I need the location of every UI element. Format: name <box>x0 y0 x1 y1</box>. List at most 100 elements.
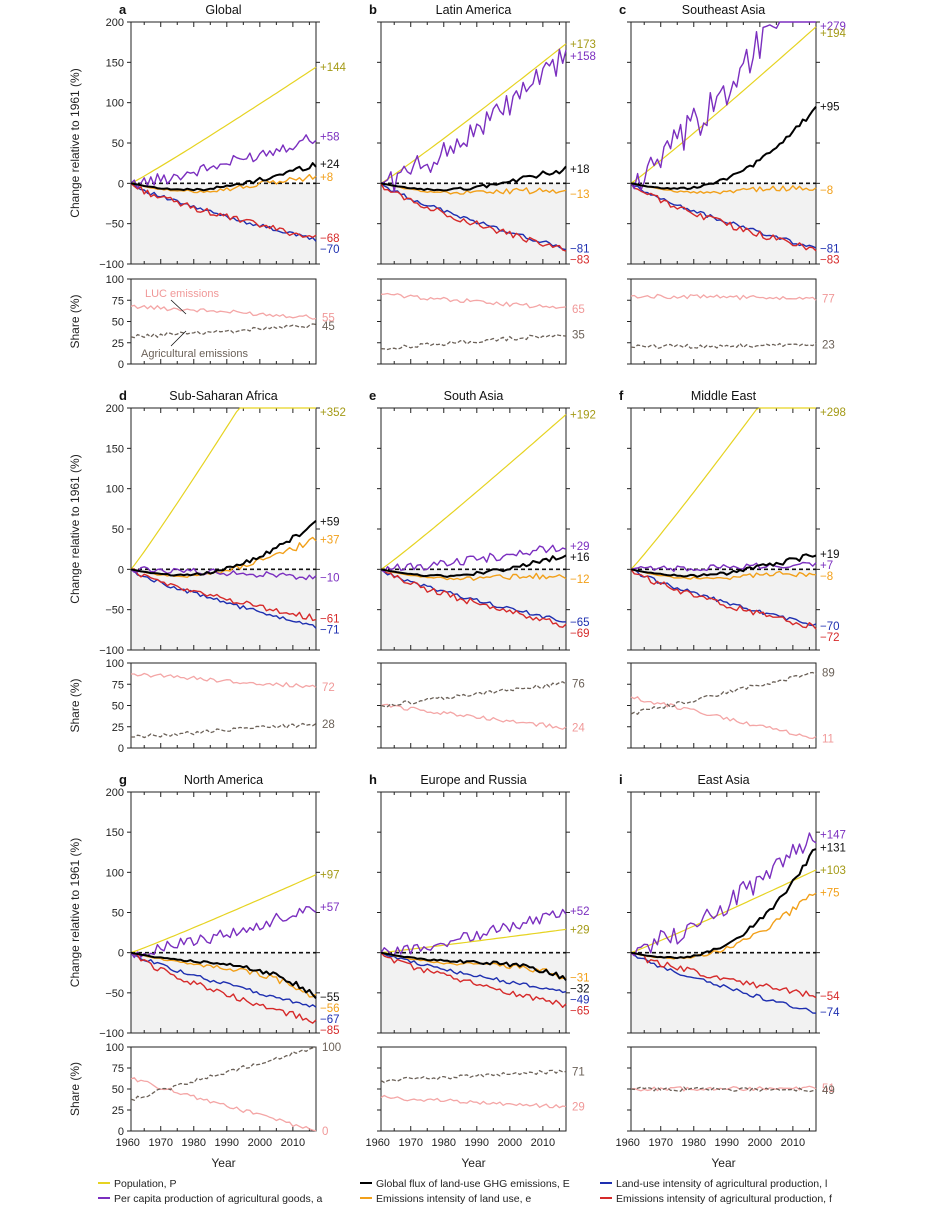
end-label-a-d: −10 <box>320 572 340 584</box>
end-label-l-d: −71 <box>320 625 340 637</box>
panel-letter-d: d <box>119 388 127 403</box>
end-label-E-i: +131 <box>820 842 846 854</box>
end-label-E-c: +95 <box>820 102 840 114</box>
share-ag-i <box>630 1086 817 1093</box>
legend: Population, P Per capita production of ag… <box>98 1178 832 1205</box>
panel-d: d Sub-Saharan Africa200150100500−50−100+3… <box>68 388 346 755</box>
share-end-ag-c: 23 <box>822 339 835 351</box>
legend-label-population: Population, P <box>114 1178 176 1190</box>
share-end-luc-h: 29 <box>572 1102 585 1114</box>
series-f-g <box>130 952 317 1024</box>
series-l-e <box>380 568 567 623</box>
end-label-e-i: +75 <box>820 887 840 899</box>
xtick-label-h: 2000 <box>498 1137 522 1149</box>
legend-label-emissions-intensity-land: Emissions intensity of land use, e <box>376 1193 531 1205</box>
end-label-e-d: +37 <box>320 534 340 546</box>
xtick-label-h: 1990 <box>465 1137 489 1149</box>
ytick-label-a: 50 <box>112 138 124 150</box>
annotation-ag-pointer <box>170 330 187 347</box>
series-E-a <box>130 162 317 192</box>
share-plot-area-e <box>380 662 567 749</box>
share-ytick-label-a: 50 <box>112 317 124 329</box>
series-a-e <box>380 544 567 573</box>
panel-letter-b: b <box>369 2 377 17</box>
series-f-i <box>630 952 817 999</box>
panel-g: g North America 200 150 100 50 0 −50 −100 +97 +57 −… <box>68 772 341 1170</box>
xtick-label-i: 1990 <box>715 1137 739 1149</box>
end-label-e-g: −56 <box>320 1003 340 1015</box>
share-end-ag-d: 28 <box>322 719 335 731</box>
end-label-a-c: +279 <box>820 21 846 33</box>
end-label-l-h: −49 <box>570 995 590 1007</box>
panel-title-b: Latin America <box>436 3 512 17</box>
xtick-label-h: 2010 <box>531 1137 555 1149</box>
ytick-label-g: 0 <box>118 948 124 960</box>
end-label-a-i: +147 <box>820 830 846 842</box>
series-f-d <box>130 568 317 622</box>
share-end-ag-e: 76 <box>572 678 585 690</box>
series-a-b <box>380 48 567 193</box>
series-a-d <box>130 566 317 581</box>
share-ag-g <box>130 1046 317 1101</box>
end-label-E-g: −55 <box>320 992 340 1004</box>
end-label-l-b: −81 <box>570 244 590 256</box>
xlabel-g: Year <box>211 1156 235 1170</box>
panel-title-h: Europe and Russia <box>420 773 526 787</box>
share-ag-h <box>380 1069 567 1084</box>
ylabel-share-d: Share (%) <box>68 678 82 732</box>
panel-f: f Middle East +298 +19+7−8 −70−72 11 89 <box>619 388 846 749</box>
series-a-f <box>630 561 817 572</box>
share-end-ag-h: 71 <box>572 1066 585 1078</box>
end-label-a-g: +57 <box>320 902 340 914</box>
share-plot-area-h <box>380 1046 567 1132</box>
ytick-label-d: 50 <box>112 524 124 536</box>
panel-title-e: South Asia <box>444 389 504 403</box>
end-label-f-c: −83 <box>820 255 840 267</box>
xtick-label-i: 2010 <box>781 1137 805 1149</box>
series-P-i <box>630 869 817 954</box>
end-label-a-b: +158 <box>570 51 596 63</box>
share-ytick-label-g: 50 <box>112 1084 124 1096</box>
share-ag-c <box>630 342 817 350</box>
share-ag-b <box>380 334 567 351</box>
end-label-P-h: +29 <box>570 924 590 936</box>
xtick-label-i: 2000 <box>748 1137 772 1149</box>
share-luc-f <box>630 695 817 740</box>
series-e-f <box>630 568 817 581</box>
series-f-e <box>380 568 567 628</box>
end-label-f-e: −69 <box>570 628 590 640</box>
annotation-ag: Agricultural emissions <box>141 348 248 360</box>
series-a-c <box>630 21 816 192</box>
end-label-l-g: −67 <box>320 1014 340 1026</box>
xtick-label-g: 1980 <box>182 1137 206 1149</box>
share-ytick-label-a: 25 <box>112 338 124 350</box>
xlabel-i: Year <box>711 1156 735 1170</box>
xtick-label-h: 1960 <box>365 1137 389 1149</box>
ytick-label-a: −50 <box>105 219 124 231</box>
end-label-a-h: +52 <box>570 906 590 918</box>
ytick-label-g: 50 <box>112 908 124 920</box>
end-label-e-b: −13 <box>570 189 590 201</box>
panel-letter-e: e <box>369 388 376 403</box>
panel-letter-f: f <box>619 388 624 403</box>
end-label-a-a: +58 <box>320 132 340 144</box>
end-label-f-f: −72 <box>820 632 840 644</box>
end-label-l-f: −70 <box>820 621 840 633</box>
share-end-luc-d: 72 <box>322 682 335 694</box>
ytick-label-a: 0 <box>118 178 124 190</box>
xtick-label-h: 1980 <box>432 1137 456 1149</box>
annotation-luc: LUC emissions <box>145 288 219 300</box>
end-label-P-a: +144 <box>320 62 347 74</box>
panel-c: c Southeast Asia +279+194 +95 −8 −81−83 77 23 <box>619 2 847 365</box>
series-E-c <box>630 106 817 190</box>
panel-letter-h: h <box>369 772 377 787</box>
end-label-f-i: −54 <box>820 991 840 1003</box>
end-label-e-c: −8 <box>820 185 833 197</box>
panel-letter-i: i <box>619 772 623 787</box>
share-ytick-label-g: 25 <box>112 1105 124 1117</box>
end-label-P-g: +97 <box>320 870 340 882</box>
end-label-f-d: −61 <box>320 614 340 626</box>
panel-a: a Global 200 150 100 50 0 −50 −100 +144 +58 +24+8 −6… <box>68 2 347 371</box>
share-end-ag-i: 49 <box>822 1085 835 1097</box>
legend-label-global-flux: Global flux of land-use GHG emissions, E <box>376 1178 570 1190</box>
